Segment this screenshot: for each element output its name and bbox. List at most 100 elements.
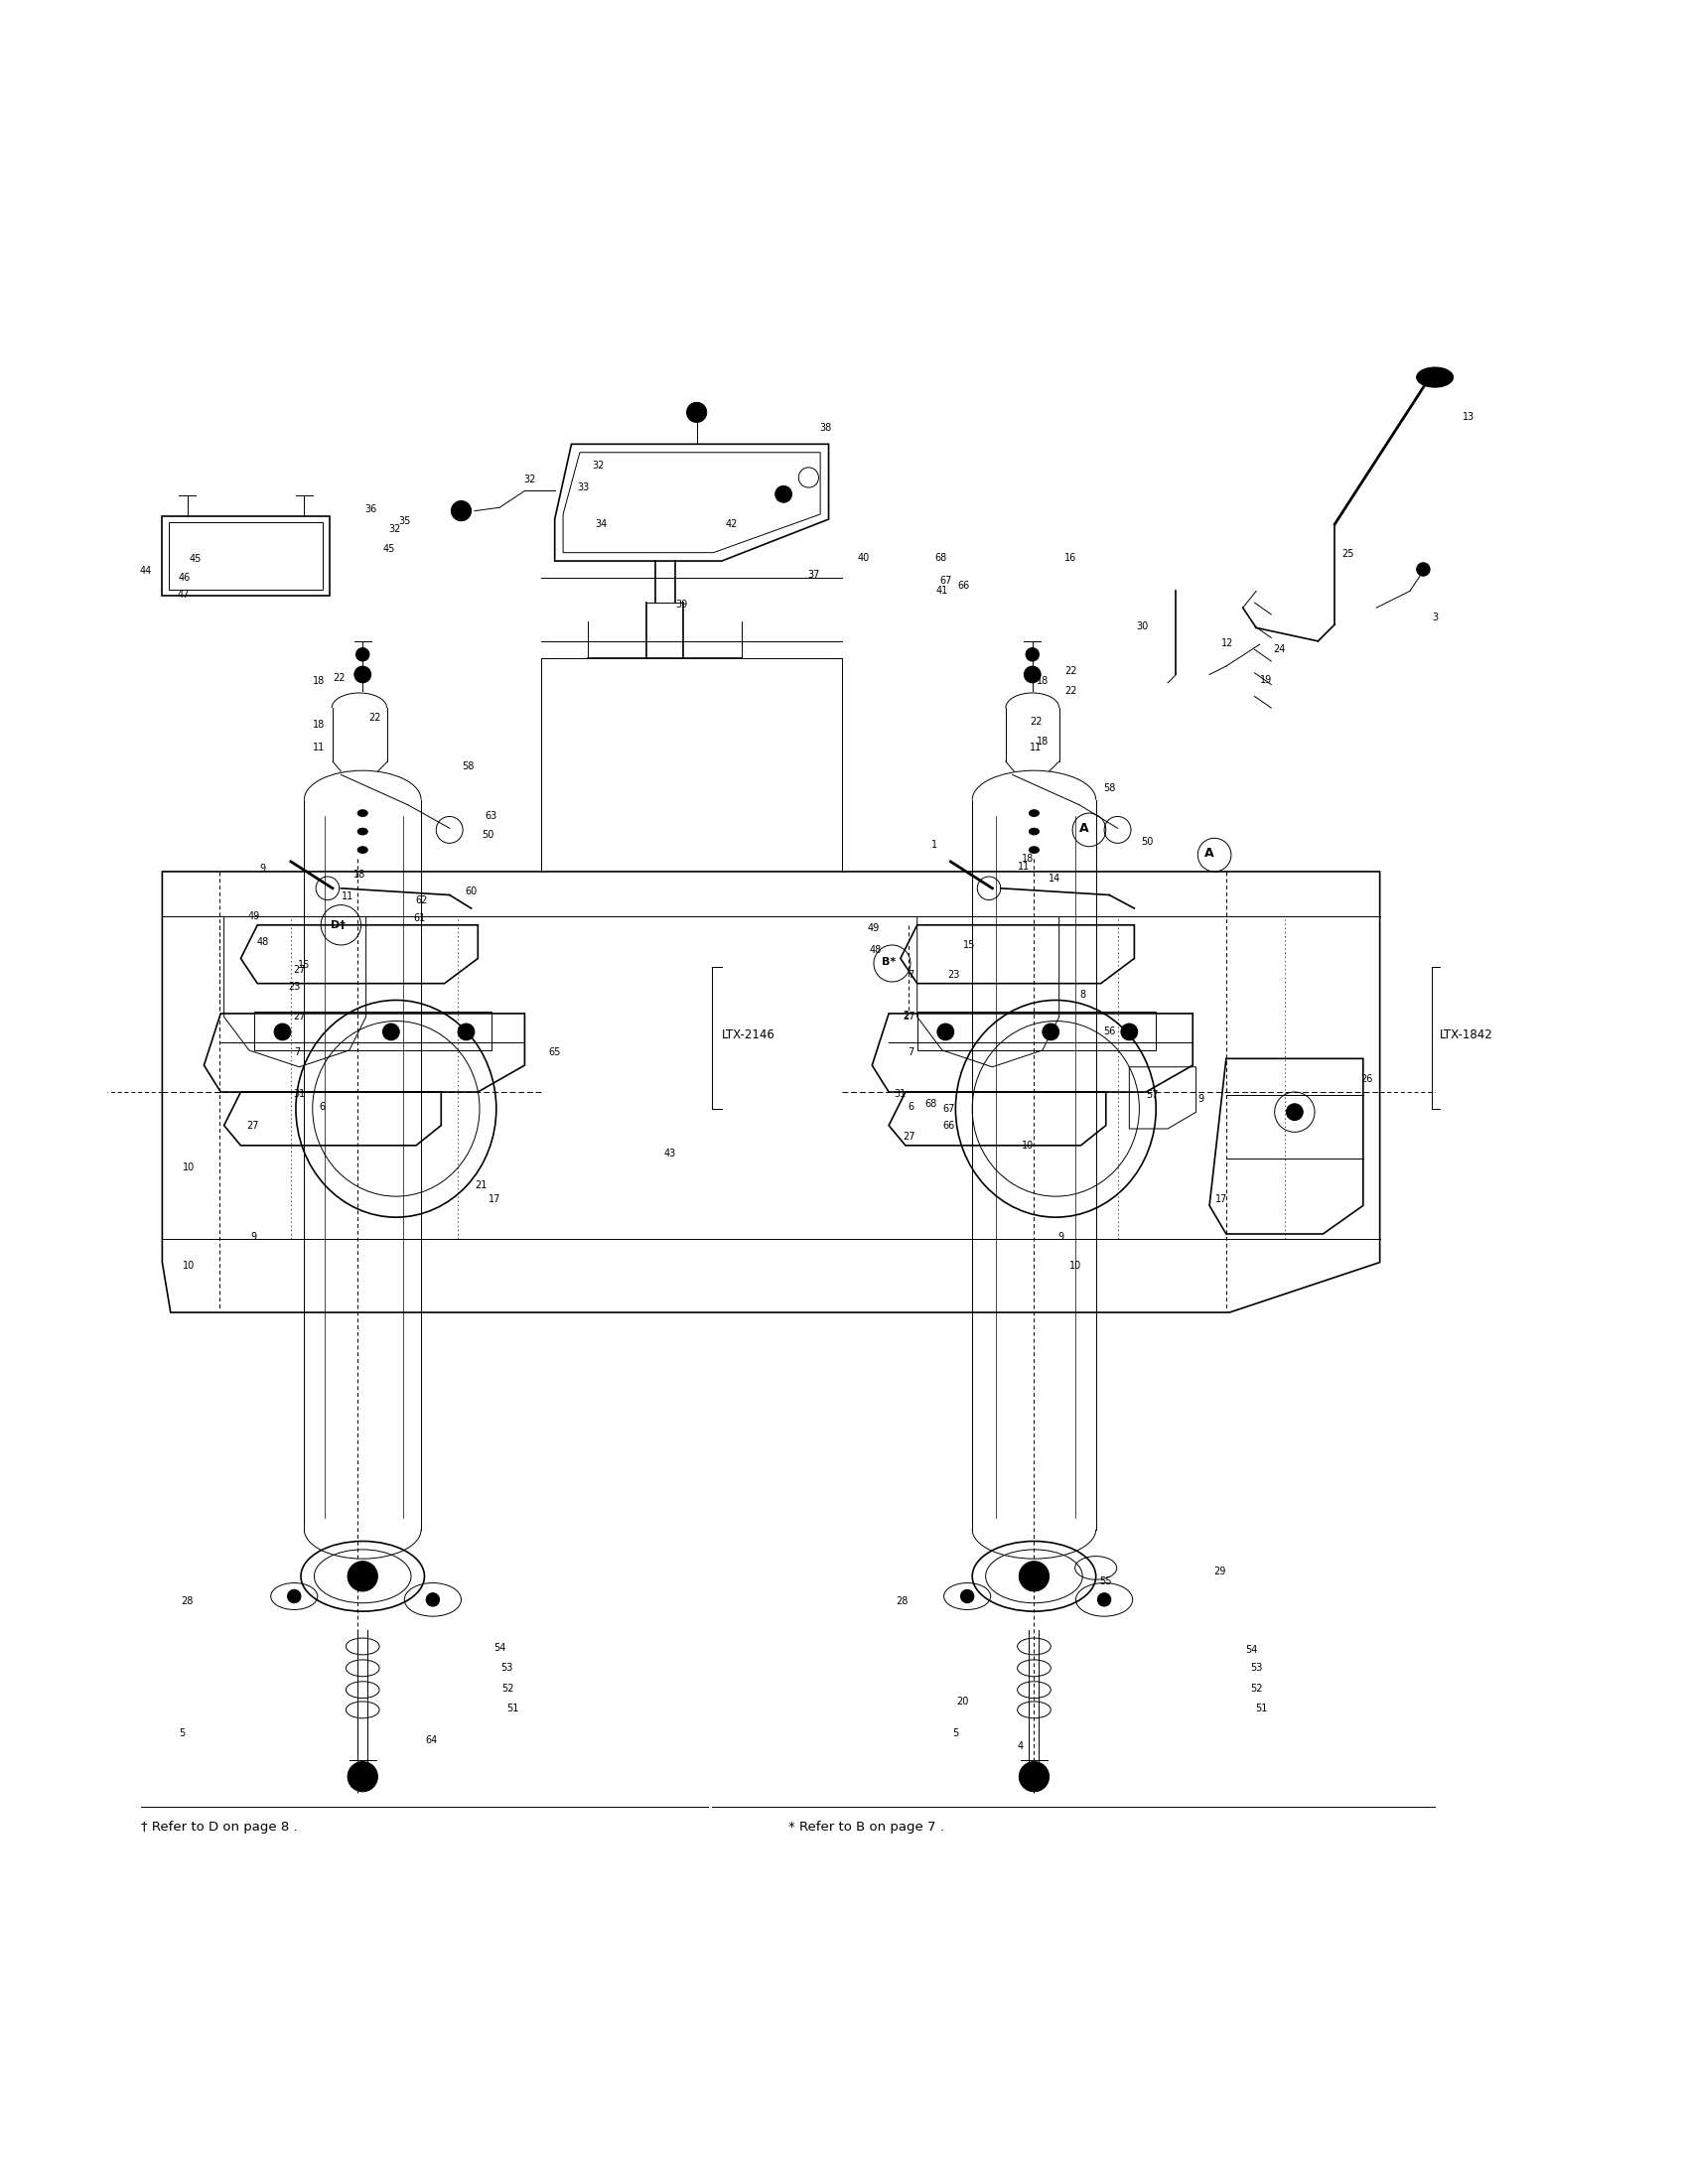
Text: 58: 58	[1103, 784, 1115, 793]
Circle shape	[1098, 1592, 1111, 1605]
Text: 17: 17	[1214, 1195, 1228, 1203]
Ellipse shape	[357, 810, 367, 817]
Circle shape	[960, 1590, 973, 1603]
Text: 39: 39	[675, 598, 687, 609]
Text: 32: 32	[593, 461, 605, 472]
Text: 51: 51	[1255, 1704, 1268, 1712]
Text: 1: 1	[931, 841, 936, 850]
Text: 52: 52	[502, 1684, 514, 1693]
Text: 15: 15	[298, 961, 310, 970]
Text: 11: 11	[313, 743, 325, 753]
Text: 6: 6	[320, 1103, 325, 1112]
Circle shape	[1287, 1103, 1303, 1120]
Text: 6: 6	[908, 1103, 913, 1112]
Text: 51: 51	[507, 1704, 519, 1712]
Text: 50: 50	[482, 830, 493, 841]
Text: 47: 47	[179, 590, 190, 598]
Text: 20: 20	[957, 1697, 968, 1706]
Text: 5: 5	[953, 1728, 958, 1738]
Text: † Refer to D on page 8 .: † Refer to D on page 8 .	[140, 1819, 296, 1832]
Text: 10: 10	[1021, 1140, 1034, 1151]
Circle shape	[1019, 1762, 1049, 1791]
Text: 45: 45	[190, 555, 202, 563]
Circle shape	[426, 1592, 440, 1605]
Text: 29: 29	[1214, 1566, 1226, 1577]
Text: 45: 45	[384, 544, 396, 555]
Text: 30: 30	[1137, 620, 1148, 631]
Text: 18: 18	[1036, 677, 1049, 686]
Text: 11: 11	[1029, 743, 1042, 753]
Text: 53: 53	[1250, 1664, 1263, 1673]
Circle shape	[354, 666, 370, 684]
Text: 27: 27	[293, 965, 305, 974]
Text: 15: 15	[963, 939, 975, 950]
Text: 61: 61	[413, 913, 426, 924]
Circle shape	[1416, 563, 1430, 577]
Text: 11: 11	[342, 891, 354, 902]
Circle shape	[355, 649, 369, 662]
Text: 26: 26	[1361, 1075, 1372, 1083]
Text: 65: 65	[549, 1046, 561, 1057]
Text: 67: 67	[943, 1103, 955, 1114]
Text: 62: 62	[414, 895, 428, 904]
Text: 18: 18	[354, 869, 365, 880]
Circle shape	[1026, 649, 1039, 662]
Text: 31: 31	[894, 1088, 906, 1099]
Text: A: A	[1204, 847, 1214, 860]
Text: 58: 58	[461, 762, 473, 771]
Text: 49: 49	[867, 924, 879, 933]
Text: 27: 27	[293, 1011, 305, 1022]
Text: LTX-1842: LTX-1842	[1440, 1029, 1494, 1042]
Text: 11: 11	[1017, 863, 1031, 871]
Text: 9: 9	[1197, 1094, 1204, 1103]
Ellipse shape	[357, 828, 367, 834]
Circle shape	[775, 485, 791, 502]
Text: 33: 33	[578, 483, 589, 491]
Text: 44: 44	[140, 566, 152, 577]
Text: 13: 13	[1462, 413, 1475, 422]
Text: 68: 68	[925, 1099, 936, 1109]
Text: 54: 54	[1244, 1645, 1258, 1655]
Ellipse shape	[1029, 828, 1039, 834]
Text: 18: 18	[1021, 854, 1034, 863]
Text: 22: 22	[1029, 716, 1042, 727]
Text: 52: 52	[1250, 1684, 1263, 1693]
Text: 50: 50	[1142, 836, 1154, 847]
Text: 9: 9	[251, 1232, 258, 1243]
Text: 66: 66	[958, 581, 970, 592]
Ellipse shape	[357, 847, 367, 854]
Circle shape	[451, 500, 472, 522]
Text: 37: 37	[807, 570, 820, 579]
Text: 36: 36	[365, 505, 377, 513]
Circle shape	[1024, 666, 1041, 684]
Text: 14: 14	[1047, 874, 1061, 882]
Text: 38: 38	[818, 422, 832, 432]
Text: 63: 63	[485, 812, 497, 821]
Text: * Refer to B on page 7 .: * Refer to B on page 7 .	[788, 1819, 945, 1832]
Text: D†: D†	[330, 919, 345, 930]
Text: 67: 67	[940, 577, 951, 585]
Text: 7: 7	[295, 1046, 301, 1057]
Ellipse shape	[1029, 847, 1039, 854]
Text: 24: 24	[1273, 644, 1287, 655]
Text: 9: 9	[259, 863, 266, 874]
Text: 23: 23	[288, 983, 300, 992]
Text: 41: 41	[936, 585, 948, 596]
Text: 10: 10	[184, 1162, 195, 1173]
Text: 28: 28	[182, 1597, 194, 1605]
Text: A: A	[1079, 821, 1090, 834]
Text: 68: 68	[935, 553, 946, 563]
Text: 5: 5	[179, 1728, 185, 1738]
Ellipse shape	[1029, 810, 1039, 817]
Circle shape	[938, 1024, 953, 1040]
Text: 53: 53	[500, 1664, 512, 1673]
Text: 3: 3	[1431, 614, 1438, 622]
Text: 8: 8	[1079, 989, 1086, 1000]
Circle shape	[458, 1024, 475, 1040]
Text: 60: 60	[465, 887, 477, 898]
Text: 21: 21	[475, 1182, 487, 1190]
Text: 10: 10	[1069, 1260, 1081, 1271]
Text: 22: 22	[1064, 666, 1078, 677]
Text: 56: 56	[456, 1026, 470, 1037]
Text: 22: 22	[369, 712, 381, 723]
